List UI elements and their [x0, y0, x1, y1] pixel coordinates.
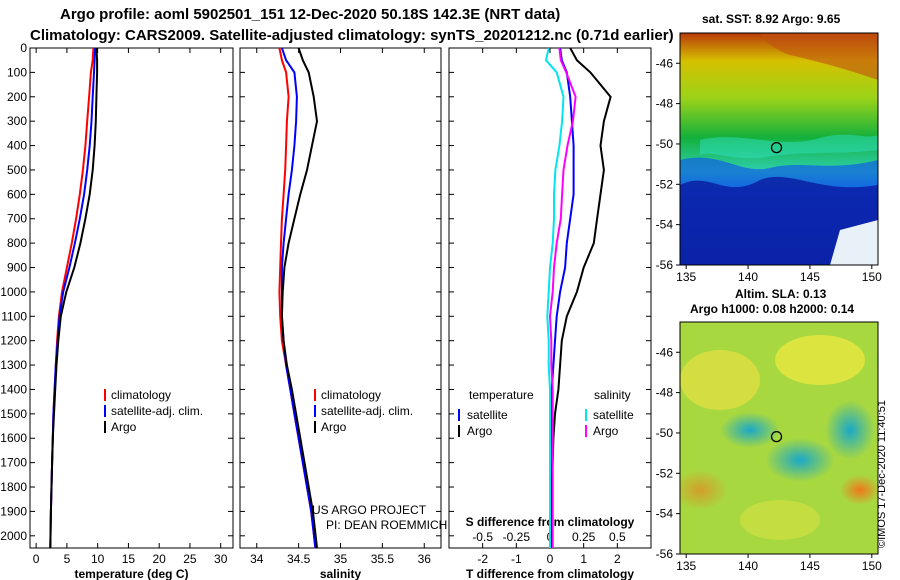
y-tick-label: 600	[7, 187, 27, 201]
y-tick-label: 1600	[0, 431, 27, 445]
legend-label: satellite-adj. clim.	[111, 404, 203, 418]
y-tick-label: 400	[7, 139, 27, 153]
y-tick-label: 1400	[0, 382, 27, 396]
legend-label: satellite-adj. clim.	[321, 404, 413, 418]
y-tick-label: 200	[7, 90, 27, 104]
legend-label: Argo	[467, 424, 493, 438]
sst-map-title: sat. SST: 8.92 Argo: 9.65	[702, 12, 841, 26]
panel-1: 0100200300400500600700800900100011001200…	[0, 41, 234, 580]
credit-line-2: PI: DEAN ROEMMICH	[326, 518, 447, 532]
x-tick-label: 5	[64, 552, 71, 566]
profile-location-marker	[770, 430, 783, 443]
legend-label: climatology	[111, 388, 171, 402]
sst-map	[680, 33, 878, 265]
chart-title: Argo profile: aoml 5902501_151 12-Dec-20…	[60, 6, 561, 23]
x-tick-label: 34	[250, 552, 264, 566]
x-tick-label: 25	[183, 552, 197, 566]
profile-location-marker	[770, 141, 783, 154]
series-line-argo	[49, 47, 99, 549]
map-lon-label: 135	[676, 559, 696, 573]
map-lat-label: -46	[656, 345, 674, 359]
map-lon-label: 150	[862, 270, 882, 284]
y-tick-label: 500	[7, 163, 27, 177]
y-tick-label: 2000	[0, 529, 27, 543]
series-line-satellite-adj-clim-	[280, 47, 317, 549]
x-tick-label: 36	[418, 552, 432, 566]
x-tick-label: 0	[547, 552, 554, 566]
x-tick-label-top: 0.5	[609, 530, 626, 544]
map-lat-label: -54	[656, 507, 674, 521]
map-lon-label: 145	[800, 559, 820, 573]
y-tick-label: 300	[7, 114, 27, 128]
y-tick-label: 900	[7, 261, 27, 275]
series-line-argo	[280, 47, 319, 549]
x-tick-label: -2	[477, 552, 488, 566]
y-tick-label: 1700	[0, 456, 27, 470]
sla-map-title: Altim. SLA: 0.13	[735, 287, 827, 301]
y-tick-label: 1900	[0, 504, 27, 518]
y-tick-label: 1300	[0, 358, 27, 372]
x-tick-label: 35.5	[371, 552, 395, 566]
legend-label: Argo	[321, 420, 347, 434]
x-tick-label: 35	[334, 552, 348, 566]
map-lon-label: 135	[676, 270, 696, 284]
map-lon-label: 140	[738, 559, 758, 573]
y-tick-label: 1800	[0, 480, 27, 494]
credit-line-1: US ARGO PROJECT	[312, 503, 427, 517]
map-lat-label: -48	[656, 386, 674, 400]
sla-map-subtitle: Argo h1000: 0.08 h2000: 0.14	[690, 302, 855, 316]
x-tick-label-top: -0.25	[503, 530, 531, 544]
x-tick-label: -1	[511, 552, 522, 566]
x-axis-label: salinity	[320, 567, 362, 580]
map-lat-label: -50	[656, 137, 674, 151]
x-tick-label-top: 0.25	[572, 530, 596, 544]
legend-heading: temperature	[469, 388, 534, 402]
map-lat-label: -48	[656, 97, 674, 111]
x-tick-label: 1	[580, 552, 587, 566]
y-tick-label: 1200	[0, 334, 27, 348]
chart-subtitle: Climatology: CARS2009. Satellite-adjuste…	[30, 27, 674, 44]
legend-heading: salinity	[594, 388, 631, 402]
map-lat-label: -52	[656, 177, 674, 191]
legend-label: satellite	[467, 408, 508, 422]
map-lat-label: -50	[656, 426, 674, 440]
x-tick-label-top: -0.5	[472, 530, 493, 544]
map-lat-label: -54	[656, 218, 674, 232]
map-lon-label: 140	[738, 270, 758, 284]
plot-area	[239, 47, 442, 549]
y-tick-label: 100	[7, 65, 27, 79]
x-axis-label: T difference from climatology	[466, 567, 634, 580]
x-tick-label: 0	[33, 552, 40, 566]
plot-area	[29, 47, 234, 549]
map-lat-label: -46	[656, 56, 674, 70]
y-tick-label: 1500	[0, 407, 27, 421]
x-tick-label: 2	[614, 552, 621, 566]
y-tick-label: 1100	[1, 309, 27, 323]
x-tick-label: 34.5	[287, 552, 311, 566]
y-tick-label: 700	[7, 212, 27, 226]
map-lat-label: -56	[656, 547, 674, 561]
legend-label: satellite	[593, 408, 634, 422]
panel-2: 34 34.5 35 35.5 36 salinity climatology satelli…	[239, 47, 442, 580]
x-tick-label: 10	[91, 552, 105, 566]
y-tick-label: 1000	[0, 285, 27, 299]
legend-label: climatology	[321, 388, 381, 402]
map-lon-label: 150	[862, 559, 882, 573]
series-line-salinity-satellite	[544, 47, 565, 548]
series-line-salinity-argo	[548, 47, 577, 548]
map-lon-label: 145	[800, 270, 820, 284]
sla-map	[680, 322, 878, 554]
legend-label: Argo	[593, 424, 619, 438]
map-lat-label: -52	[656, 466, 674, 480]
x-axis-label: temperature (deg C)	[74, 567, 188, 580]
y-tick-label: 0	[20, 41, 27, 55]
x-tick-label: 20	[153, 552, 167, 566]
x-tick-label: 15	[122, 552, 136, 566]
map-lat-label: -56	[656, 258, 674, 272]
legend-label: Argo	[111, 420, 137, 434]
x-tick-label: 30	[214, 552, 228, 566]
y-tick-label: 800	[7, 236, 27, 250]
